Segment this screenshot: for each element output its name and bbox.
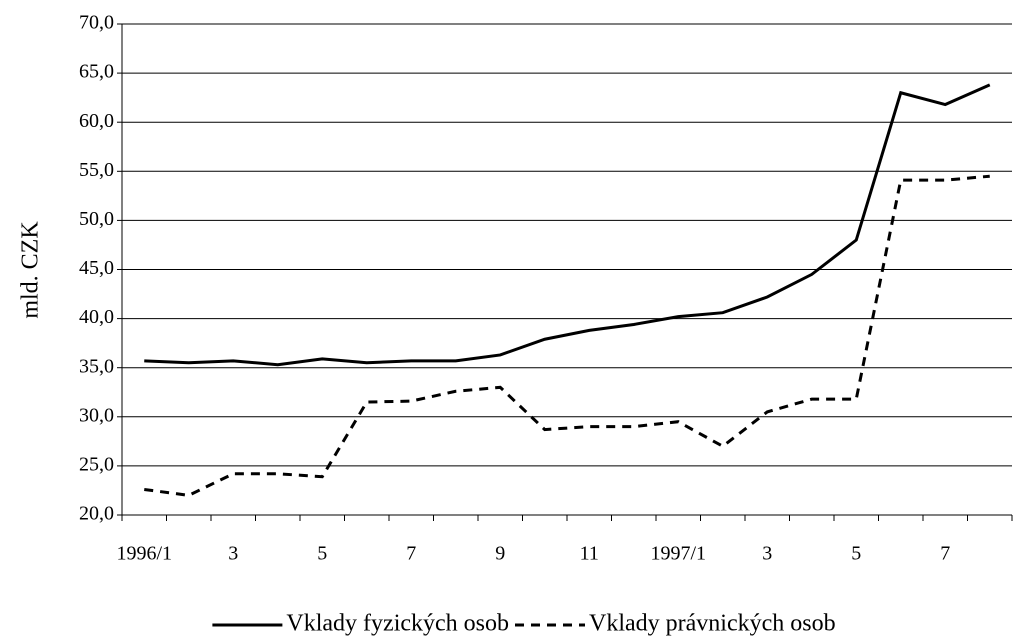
x-tick-label: 5 [317, 543, 327, 565]
y-tick-label: 25,0 [79, 453, 114, 475]
x-tick-label: 9 [495, 543, 505, 565]
series-line [144, 174, 990, 497]
y-tick-label: 55,0 [79, 159, 114, 181]
series-line [144, 83, 991, 367]
y-tick-label: 60,0 [79, 110, 114, 132]
x-tick-label: 11 [580, 543, 599, 565]
x-tick-label: 7 [406, 543, 416, 565]
y-tick-label: 50,0 [79, 208, 114, 230]
y-tick-label: 30,0 [79, 404, 114, 426]
y-tick-label: 45,0 [79, 257, 114, 279]
x-tick-label: 7 [940, 543, 950, 565]
y-tick-label: 65,0 [79, 61, 114, 83]
y-tick-label: 20,0 [79, 503, 114, 525]
legend-label: Vklady právnických osob [589, 611, 836, 637]
x-tick-label: 5 [851, 543, 861, 565]
x-tick-label: 3 [228, 543, 238, 565]
y-tick-label: 35,0 [79, 355, 114, 377]
x-tick-label: 1996/1 [116, 543, 172, 565]
x-tick-label: 3 [762, 543, 772, 565]
y-tick-label: 70,0 [79, 12, 114, 34]
y-tick-label: 40,0 [79, 306, 114, 328]
y-axis-label: mld. CZK [18, 221, 44, 319]
x-tick-label: 1997/1 [650, 543, 706, 565]
legend-label: Vklady fyzických osob [286, 611, 509, 637]
